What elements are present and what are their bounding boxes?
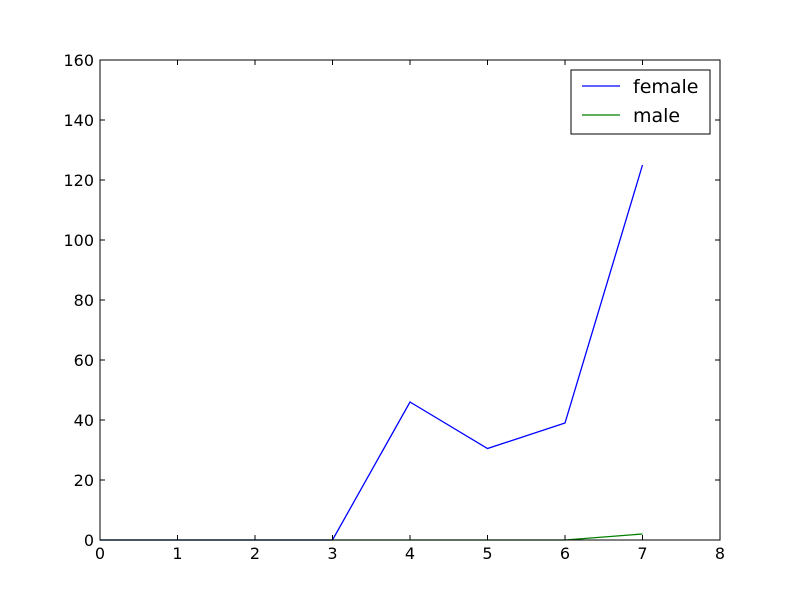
legend-box xyxy=(570,69,711,135)
y-tick-label: 20 xyxy=(74,471,94,490)
y-tick-label: 0 xyxy=(84,531,94,550)
x-tick-label: 2 xyxy=(250,544,260,563)
y-tick-label: 140 xyxy=(63,111,94,130)
plot-frame xyxy=(99,59,721,541)
x-tick-label: 1 xyxy=(172,544,182,563)
legend-label-female: female xyxy=(633,76,699,98)
x-tick-label: 6 xyxy=(560,544,570,563)
y-tick-label: 160 xyxy=(63,51,94,70)
x-tick-label: 5 xyxy=(482,544,492,563)
x-tick-label: 7 xyxy=(637,544,647,563)
x-tick-label: 8 xyxy=(715,544,725,563)
y-tick-label: 40 xyxy=(74,411,94,430)
legend-label-male: male xyxy=(633,105,680,127)
legend: female male xyxy=(570,69,711,135)
x-tick-label: 4 xyxy=(405,544,415,563)
y-tick-label: 120 xyxy=(63,171,94,190)
y-tick-label: 60 xyxy=(74,351,94,370)
y-tick-label: 100 xyxy=(63,231,94,250)
y-tick-label: 80 xyxy=(74,291,94,310)
x-tick-label: 3 xyxy=(327,544,337,563)
x-tick-label: 0 xyxy=(95,544,105,563)
